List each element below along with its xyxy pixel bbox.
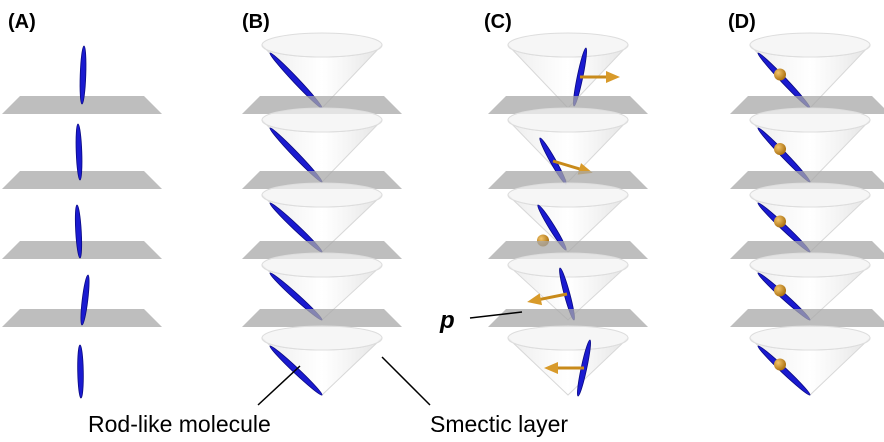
cone-top [750,108,870,132]
polarization-dot [774,216,786,228]
cone-top [262,183,382,207]
panel-label: (B) [242,11,270,33]
smectic-layer [730,309,884,327]
rod-molecule [77,345,84,398]
cone-top [262,33,382,57]
layer-label: Smectic layer [430,411,568,437]
cone-top [508,108,628,132]
cone-top [508,183,628,207]
smectic-layer [488,309,648,327]
cone-top [750,183,870,207]
polarization-dot [774,143,786,155]
molecule-label: Rod-like molecule [88,411,271,437]
p-label: p [439,307,455,334]
cone-top [750,326,870,350]
panel-label: (D) [728,11,756,33]
cone-top [262,108,382,132]
rod-molecule [79,46,87,104]
cone-top [750,253,870,277]
polarization-dot [774,359,786,371]
artwork [2,33,884,398]
polarization-dot [774,69,786,81]
cone-top [508,326,628,350]
panel-label: (C) [484,11,512,33]
cone-top [508,33,628,57]
arrow-head [527,293,542,305]
leader-line [382,357,430,405]
cone-top [750,33,870,57]
smectic-layer [242,309,402,327]
arrow-head [606,71,620,83]
polarization-dot [774,285,786,297]
cone-top [508,253,628,277]
cone-top [262,253,382,277]
figure: (A) (B) (C) (D) Rod-like molecule Smecti… [0,0,884,442]
cone-top [262,326,382,350]
leader-line [258,366,300,405]
panel-label: (A) [8,11,36,33]
